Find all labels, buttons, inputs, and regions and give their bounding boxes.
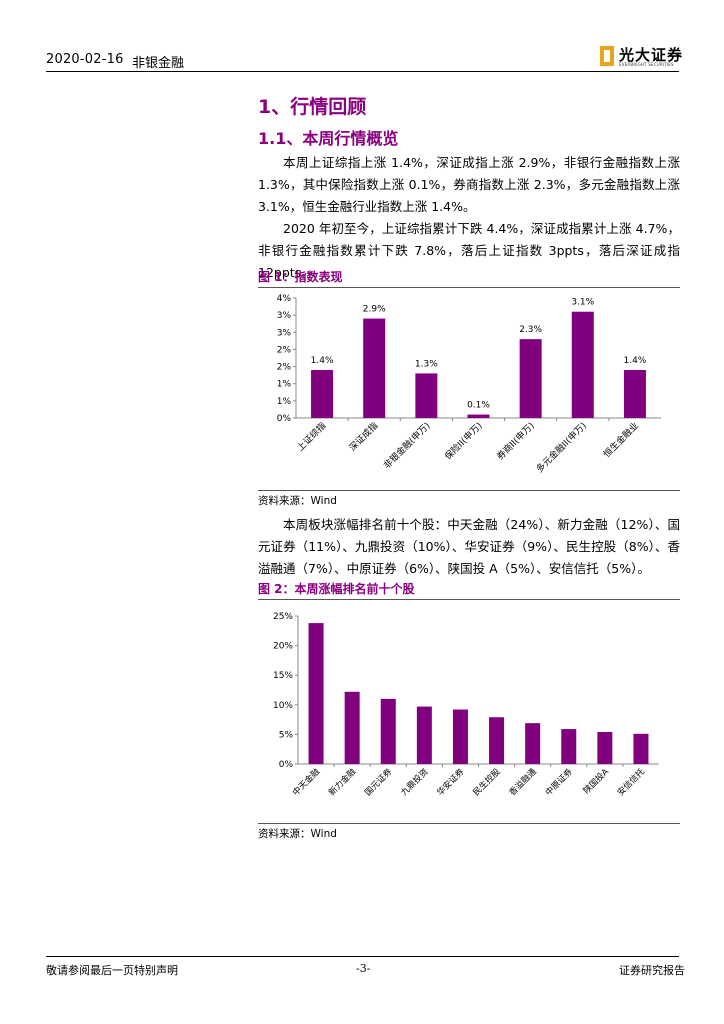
bar — [452, 709, 468, 764]
data-label: 2.9% — [363, 305, 386, 315]
bar — [489, 717, 505, 764]
bar — [380, 698, 396, 764]
bar — [525, 723, 541, 764]
category-label: 深证成指 — [346, 420, 380, 454]
y-tick-label: 2% — [277, 363, 292, 373]
category-label: 华安证券 — [435, 766, 467, 798]
figure-2-bottom-rule — [258, 823, 680, 824]
data-label: 1.4% — [623, 356, 646, 366]
bar — [308, 623, 324, 764]
bar — [311, 370, 334, 418]
bar — [363, 318, 386, 418]
data-label: 3.1% — [571, 298, 594, 308]
y-tick-label: 10% — [273, 701, 293, 711]
category-label: 九鼎投资 — [399, 766, 431, 798]
data-label: 1.4% — [311, 356, 334, 366]
category-label: 国元证券 — [363, 766, 395, 798]
brand-logo: 光大证券 EVERBRIGHT SECURITIES — [600, 44, 690, 70]
page-number: -3- — [356, 962, 371, 975]
y-tick-label: 1% — [277, 397, 292, 407]
bar — [561, 729, 577, 764]
category-label: 香溢融通 — [507, 766, 539, 798]
paragraph-weekly-summary: 本周上证综指上涨 1.4%，深证成指上涨 2.9%，非银行金融指数上涨 1.3%… — [258, 155, 680, 214]
category-label: 中原证券 — [543, 766, 575, 798]
y-tick-label: 0% — [277, 414, 292, 424]
bar — [623, 370, 646, 418]
y-tick-label: 5% — [279, 730, 294, 740]
index-performance-chart: 0% 1% 1% 2% 2% 3% 3% 4% 1.4% 上证综指 2.9% 深证成指 1.3% 非银金融… — [277, 294, 661, 475]
category-label: 券商II(申万) — [494, 420, 537, 463]
bar — [571, 311, 594, 418]
figure-2-title: 图 2：本周涨幅排名前十个股 — [258, 582, 415, 596]
category-label: 陕国投A — [581, 766, 611, 796]
y-tick-label: 0% — [279, 760, 294, 770]
category-label: 上证综指 — [294, 420, 328, 454]
y-tick-label: 2% — [277, 345, 292, 355]
report-sector: 非银金融 — [132, 56, 185, 71]
bar — [415, 373, 438, 418]
figure-2-source: 资料来源：Wind — [258, 828, 337, 840]
section-title: 1、行情回顾 — [258, 96, 367, 118]
y-tick-label: 20% — [273, 642, 293, 652]
category-label: 民生控股 — [471, 766, 503, 798]
figure-2-top-rule — [258, 599, 680, 600]
category-label: 中天金融 — [290, 766, 322, 798]
report-date: 2020-02-16 — [46, 52, 124, 67]
y-tick-label: 15% — [273, 671, 293, 681]
y-tick-label: 3% — [277, 311, 292, 321]
y-tick-label: 4% — [277, 294, 292, 304]
top-ten-stocks-chart: 0% 5% 10% 15% 20% 25% 中天金融 新力金融 国元证券 九鼎投资 华安证券 民生控股… — [273, 612, 659, 798]
data-label: 0.1% — [467, 401, 490, 411]
bar — [519, 339, 542, 418]
bar — [416, 706, 432, 764]
bar — [467, 414, 490, 418]
category-label: 多元金融II(申万) — [534, 420, 589, 475]
category-label: 非银金融(申万) — [381, 420, 433, 472]
figure-1-title: 图 1：指数表现 — [258, 270, 343, 284]
category-label: 恒生金融业 — [601, 420, 641, 460]
bar — [633, 733, 649, 764]
category-label: 安信信托 — [615, 766, 647, 798]
y-tick-label: 25% — [273, 612, 293, 622]
footer-divider — [46, 956, 679, 957]
logo-subtext: EVERBRIGHT SECURITIES — [619, 62, 674, 67]
paragraph-top-stocks: 本周板块涨幅排名前十个股：中天金融（24%）、新力金融（12%）、国元证券（11… — [258, 517, 680, 576]
logo-text: 光大证券 — [619, 46, 684, 64]
footer-disclaimer: 敬请参阅最后一页特别声明 — [46, 964, 178, 977]
category-label: 保险II(申万) — [442, 420, 485, 463]
figure-1-top-rule — [258, 287, 680, 288]
section-subtitle: 1.1、本周行情概览 — [258, 129, 399, 148]
bar — [597, 732, 613, 764]
y-tick-label: 3% — [277, 328, 292, 338]
header-divider — [46, 71, 679, 72]
y-tick-label: 1% — [277, 380, 292, 390]
footer-report-type: 证券研究报告 — [619, 964, 685, 977]
data-label: 2.3% — [519, 325, 542, 335]
bar — [344, 691, 360, 764]
figure-1-source: 资料来源：Wind — [258, 495, 337, 507]
category-label: 新力金融 — [326, 766, 358, 798]
data-label: 1.3% — [415, 359, 438, 369]
paragraph-ytd-summary: 2020 年初至今，上证综指累计下跌 4.4%，深证成指累计上涨 4.7%，非银… — [258, 221, 680, 280]
logo-mark-icon — [600, 46, 614, 66]
figure-1-bottom-rule — [258, 490, 680, 491]
